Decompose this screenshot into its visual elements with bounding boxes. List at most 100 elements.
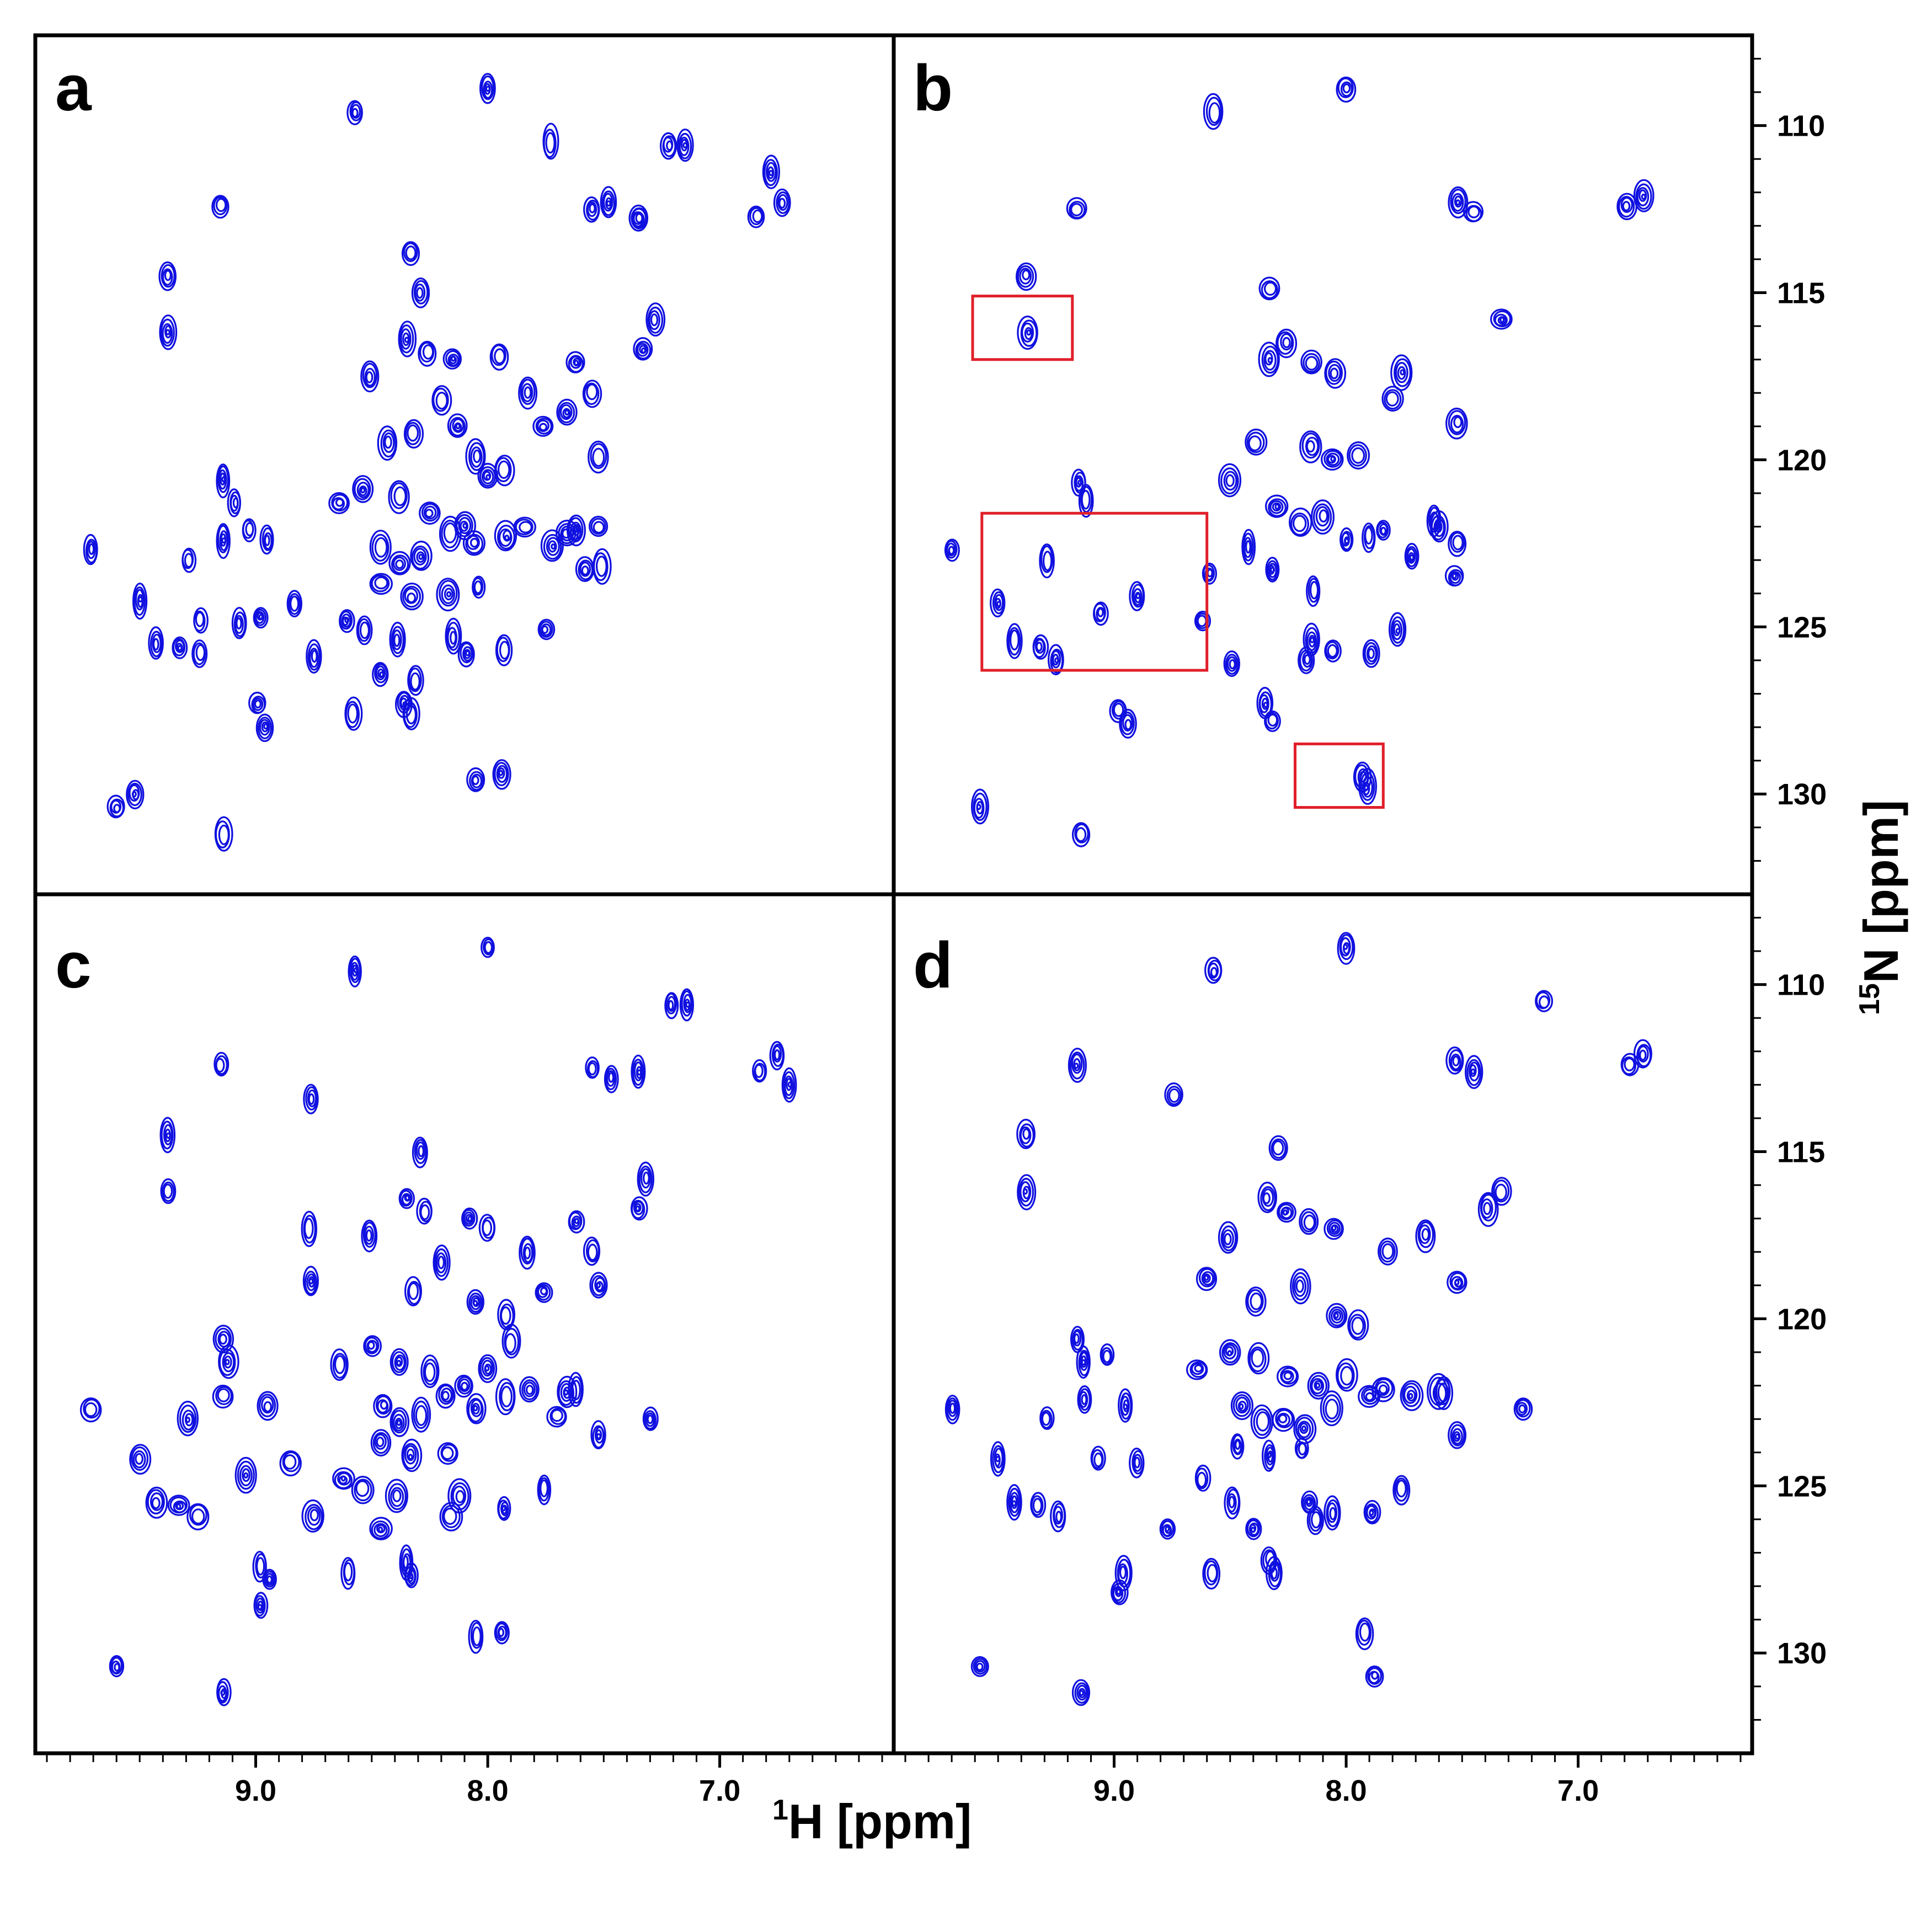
peak-contour <box>494 1621 510 1645</box>
peak-contour <box>214 1052 230 1077</box>
peak-contour <box>1017 1174 1037 1210</box>
peak-contour <box>1264 710 1281 732</box>
y-axis-title-sup: 15 <box>1854 983 1886 1015</box>
peak-contour <box>420 1354 440 1389</box>
peak-contour <box>369 573 393 595</box>
peak-contour <box>1265 1556 1283 1591</box>
peak-contour <box>411 1396 431 1433</box>
peak-contour <box>182 547 197 573</box>
peak-contour <box>1616 193 1637 220</box>
spectrum-panel-d <box>944 932 1652 1706</box>
peak-contour <box>83 533 98 565</box>
peak-contour <box>129 1444 152 1475</box>
peak-contour <box>1290 1268 1311 1305</box>
peak-contour <box>418 340 437 367</box>
peak-contour <box>989 588 1006 618</box>
peak-contour <box>1289 507 1312 537</box>
peak-contour <box>257 1391 279 1421</box>
peak-contour <box>575 556 595 582</box>
peak-contour <box>546 1406 567 1428</box>
peak-contour <box>344 696 363 731</box>
peak-contour <box>1444 565 1464 587</box>
peak-contour <box>1381 386 1404 412</box>
y-tick-label: 110 <box>1777 110 1825 143</box>
peak-contour <box>255 713 274 742</box>
y-tick-label: 125 <box>1777 1470 1827 1503</box>
peak-contour <box>372 661 389 687</box>
peak-contour <box>1464 1055 1483 1089</box>
peak-contour <box>566 514 586 547</box>
peak-contour <box>1389 612 1407 647</box>
peak-contour <box>1006 623 1023 659</box>
peak-contour <box>583 1236 601 1266</box>
peak-contour <box>659 132 677 160</box>
peak-contour <box>1324 358 1347 389</box>
peak-contour <box>466 1393 487 1424</box>
peak-contour <box>1337 932 1355 965</box>
peak-contour <box>1017 315 1038 350</box>
peak-contour <box>433 1244 451 1281</box>
peak-contour <box>301 1499 324 1533</box>
peak-contour <box>389 1407 410 1437</box>
spectrum-panel-b <box>944 76 1655 847</box>
peak-contour <box>1363 1500 1381 1525</box>
peak-contour <box>1015 262 1037 291</box>
peak-contour <box>1390 354 1413 391</box>
peak-contour <box>637 1161 655 1197</box>
peak-contour <box>1257 1181 1278 1213</box>
y-tick-label: 125 <box>1777 611 1827 644</box>
x-tick-label: 7.0 <box>699 1774 740 1807</box>
peak-contour <box>416 1198 433 1225</box>
peak-contour <box>642 1406 659 1431</box>
y-tick-label: 110 <box>1777 969 1825 1002</box>
peak-contour <box>1491 1177 1512 1206</box>
peak-contour <box>216 523 231 559</box>
peak-contour <box>589 1272 608 1299</box>
peak-contour <box>351 1475 375 1504</box>
peak-contour <box>388 551 411 575</box>
x-tick-label: 7.0 <box>1557 1774 1599 1807</box>
peak-contour <box>1265 557 1280 583</box>
peak-contour <box>781 1067 797 1103</box>
y-tick-label: 120 <box>1777 444 1827 477</box>
peak-contour <box>1230 1391 1253 1421</box>
peak-contour <box>436 578 460 612</box>
y-tick-label: 115 <box>1777 1136 1825 1169</box>
x-axis-title-sup: 1 <box>772 1794 788 1826</box>
peak-contour <box>1463 201 1484 223</box>
peak-contour <box>583 196 600 223</box>
peak-contour <box>944 1395 960 1424</box>
peak-contour <box>1119 708 1137 739</box>
peak-contour <box>1429 510 1449 543</box>
peak-contour <box>1071 1679 1091 1706</box>
peak-contour <box>1071 822 1091 847</box>
peak-contour <box>773 188 791 217</box>
peak-contour <box>1272 1407 1295 1432</box>
peak-contour <box>590 1420 606 1450</box>
peak-contour <box>398 321 417 357</box>
peak-contour <box>479 73 496 104</box>
peak-contour <box>356 615 373 645</box>
peak-contour <box>330 1348 349 1381</box>
peak-contour <box>360 360 380 393</box>
peak-contour <box>1118 1388 1133 1423</box>
peak-contour <box>1030 1492 1047 1518</box>
peak-contour <box>172 636 188 659</box>
peak-contour <box>1404 543 1419 570</box>
peak-contour <box>253 607 269 629</box>
peak-contour <box>211 195 230 219</box>
peak-contour <box>461 1207 478 1230</box>
peak-contour <box>373 1394 393 1418</box>
peak-contour <box>1245 428 1268 456</box>
spectrum-panel-a <box>83 73 791 852</box>
peak-contour <box>1392 1475 1411 1506</box>
peak-contour <box>306 639 322 674</box>
peak-contour <box>227 488 241 517</box>
peak-contour <box>1355 1617 1374 1651</box>
peak-contour <box>664 992 679 1020</box>
peak-contour <box>1223 650 1240 677</box>
peak-contour <box>159 314 178 350</box>
peak-contour <box>401 241 420 266</box>
peak-contour <box>1448 186 1469 218</box>
